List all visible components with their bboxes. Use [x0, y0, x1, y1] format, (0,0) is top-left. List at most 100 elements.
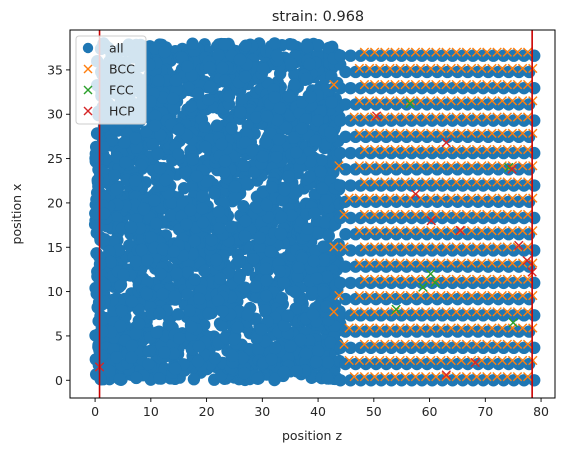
data-point-bcc — [482, 177, 492, 187]
data-point-bcc — [364, 323, 375, 333]
data-point-bcc — [369, 242, 380, 252]
data-point-all — [150, 326, 163, 339]
data-point-all — [222, 90, 236, 103]
data-point-all — [103, 364, 116, 378]
data-point-all — [132, 317, 146, 330]
data-point-all — [147, 194, 161, 207]
data-point-all — [268, 91, 281, 104]
data-point-all — [145, 231, 158, 244]
data-point-hcp — [514, 240, 524, 251]
data-point-bcc — [359, 372, 370, 382]
data-point-all — [299, 347, 313, 360]
data-point-all — [192, 340, 206, 353]
data-point-all — [334, 276, 347, 290]
data-point-all — [249, 280, 262, 293]
data-point-bcc — [492, 372, 502, 382]
data-point-all — [275, 291, 289, 305]
data-point-bcc — [522, 112, 533, 122]
data-point-all — [239, 214, 252, 228]
data-point-all — [528, 374, 541, 387]
data-point-bcc — [354, 96, 365, 106]
data-point-all — [306, 286, 320, 299]
data-point-all — [344, 244, 357, 257]
data-point-bcc — [436, 161, 446, 171]
data-point-bcc — [385, 63, 395, 74]
data-point-bcc — [451, 209, 461, 220]
data-point-all — [94, 315, 108, 328]
data-point-all — [317, 285, 330, 299]
data-point-bcc — [477, 225, 487, 236]
data-point-bcc — [502, 177, 512, 187]
data-point-bcc — [461, 112, 472, 122]
data-point-bcc — [522, 307, 533, 317]
data-point-bcc — [415, 63, 426, 74]
data-point-bcc — [471, 79, 482, 90]
data-point-all — [282, 170, 295, 183]
data-point-bcc — [471, 372, 482, 382]
data-point-bcc — [400, 242, 410, 252]
data-point-bcc — [482, 339, 492, 349]
data-point-bcc — [405, 193, 416, 203]
data-point-all — [211, 294, 225, 307]
data-point-all — [292, 261, 305, 274]
data-point-bcc — [477, 323, 487, 333]
data-point-bcc — [436, 193, 446, 203]
data-point-all — [259, 262, 272, 275]
data-point-bcc — [446, 290, 456, 301]
data-point-bcc — [487, 193, 497, 203]
data-point-bcc — [395, 96, 405, 106]
data-point-bcc — [471, 112, 482, 122]
data-point-all — [97, 141, 110, 154]
data-point-all — [89, 207, 102, 220]
data-point-bcc — [410, 144, 421, 155]
data-point-hcp — [426, 215, 436, 226]
data-point-bcc — [329, 79, 339, 90]
data-point-all — [199, 140, 212, 154]
data-point-all — [235, 92, 249, 106]
data-point-all — [229, 180, 242, 193]
data-point-bcc — [502, 307, 512, 317]
data-point-bcc — [477, 290, 487, 301]
data-point-all — [288, 68, 301, 81]
data-point-all — [259, 135, 272, 149]
data-point-all — [344, 179, 357, 192]
data-point-all — [237, 159, 251, 172]
data-point-bcc — [492, 79, 502, 90]
data-point-bcc — [354, 63, 365, 74]
data-point-bcc — [482, 242, 492, 252]
legend-label: HCP — [109, 104, 135, 119]
data-point-bcc — [492, 274, 502, 285]
data-point-bcc — [441, 144, 451, 155]
data-point-all — [132, 303, 145, 317]
data-point-bcc — [502, 144, 512, 155]
data-point-all — [321, 372, 334, 385]
data-point-all — [260, 198, 273, 212]
data-point-all — [268, 37, 281, 50]
data-point-all — [528, 341, 541, 355]
data-point-bcc — [400, 112, 410, 122]
data-point-bcc — [339, 339, 349, 349]
data-point-bcc — [502, 112, 512, 122]
data-point-all — [274, 227, 288, 241]
data-point-bcc — [390, 112, 400, 122]
data-point-bcc — [446, 258, 456, 268]
data-point-fcc — [430, 278, 440, 288]
data-point-bcc — [375, 290, 385, 301]
data-point-all — [158, 45, 171, 59]
data-point-bcc — [471, 47, 482, 57]
data-point-bcc — [497, 193, 507, 203]
data-point-all — [528, 309, 541, 322]
data-point-all — [286, 38, 299, 51]
data-point-all — [167, 245, 181, 258]
data-point-bcc — [497, 96, 507, 106]
data-point-all — [208, 187, 221, 200]
data-point-all — [240, 176, 253, 190]
data-point-bcc — [482, 144, 492, 155]
data-point-bcc — [410, 47, 421, 57]
data-point-all — [290, 146, 303, 159]
x-tick-label: 20 — [199, 404, 215, 419]
data-point-bcc — [502, 339, 512, 349]
data-point-bcc — [400, 209, 410, 220]
data-point-bcc — [436, 355, 446, 366]
data-point-all — [137, 202, 151, 216]
